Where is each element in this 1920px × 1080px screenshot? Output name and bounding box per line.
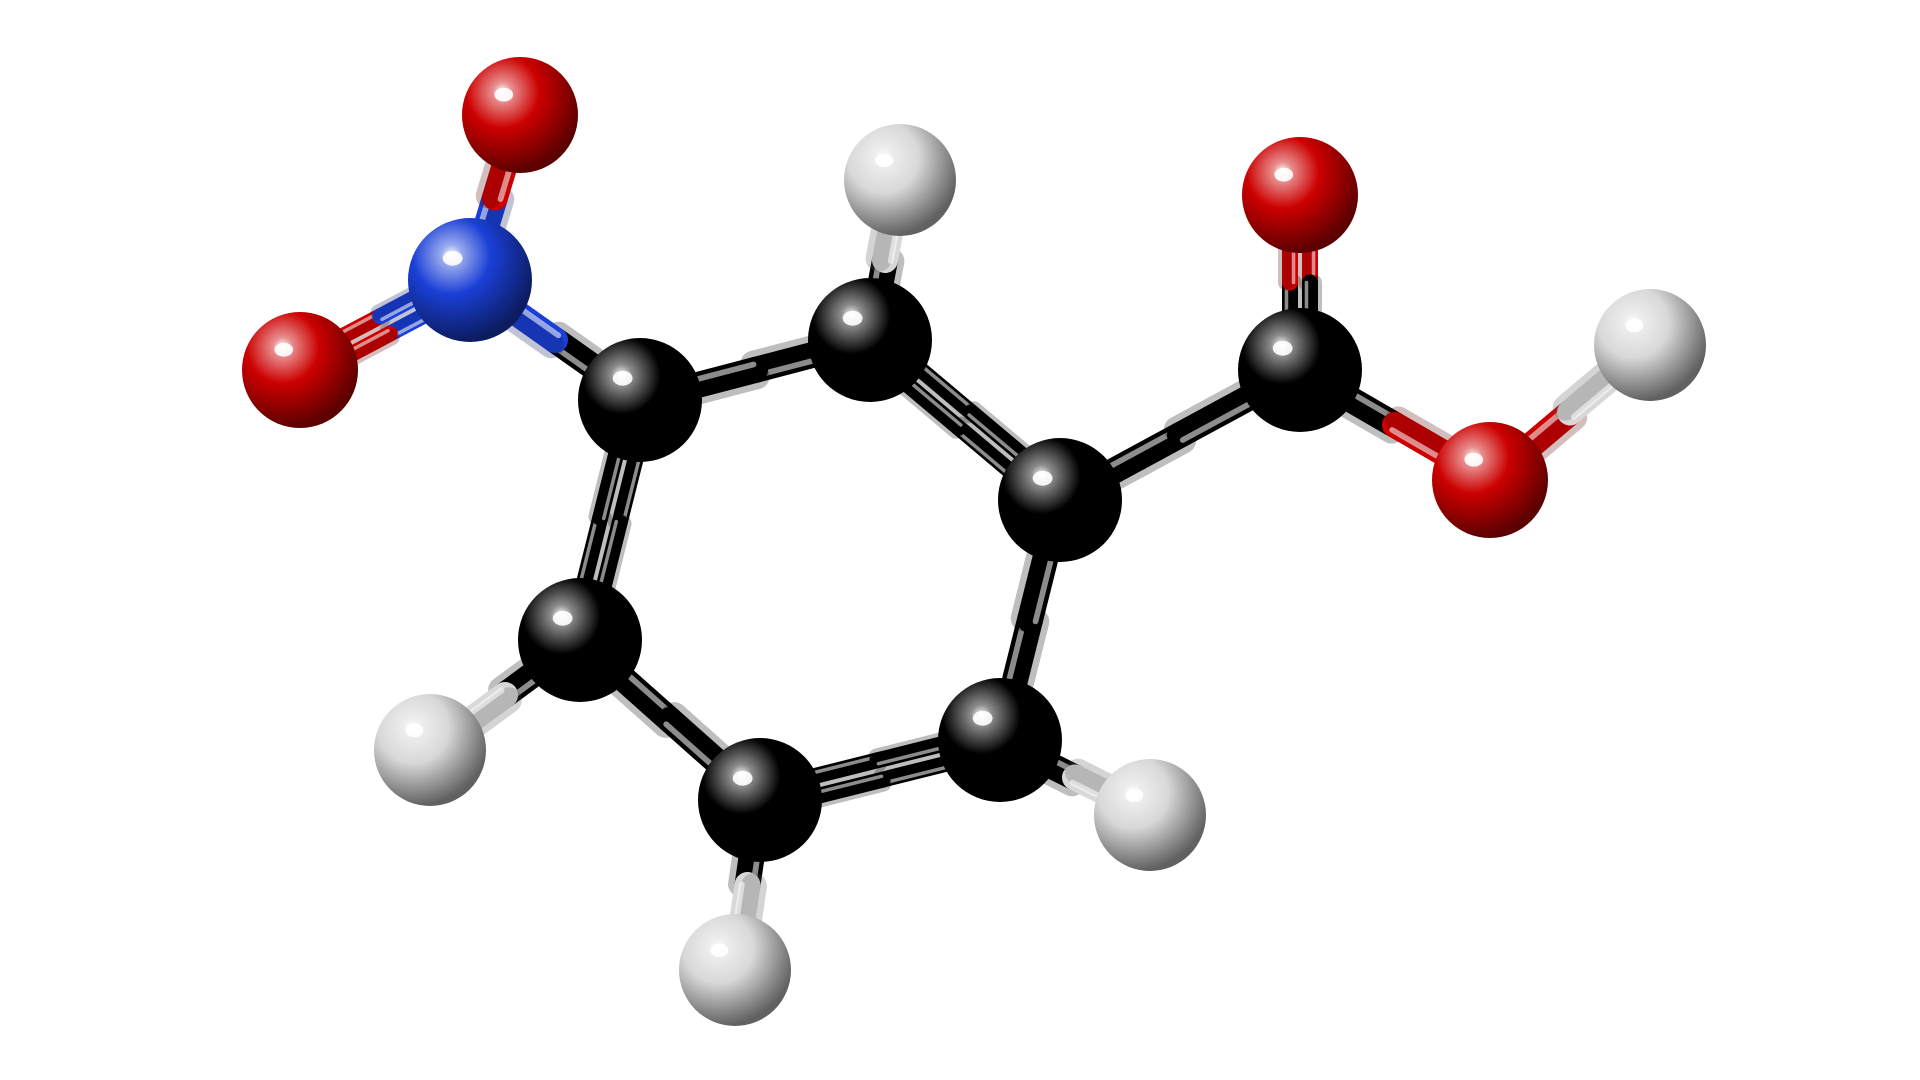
atom-c — [938, 678, 1062, 802]
atom-n — [408, 218, 532, 342]
atom-o — [462, 57, 578, 173]
atom-h — [1094, 759, 1206, 871]
atom-c — [808, 278, 932, 402]
atom-c — [578, 338, 702, 462]
atom-o — [1242, 137, 1358, 253]
atom-h — [374, 694, 486, 806]
atom-c — [698, 738, 822, 862]
atom-o — [242, 312, 358, 428]
atom-h — [844, 124, 956, 236]
atom-h — [1594, 289, 1706, 401]
atom-c — [518, 578, 642, 702]
molecule-diagram — [0, 0, 1920, 1080]
atom-c — [1238, 308, 1362, 432]
atom-c — [998, 438, 1122, 562]
atom-h — [679, 914, 791, 1026]
atom-o — [1432, 422, 1548, 538]
atoms-layer — [242, 57, 1706, 1026]
